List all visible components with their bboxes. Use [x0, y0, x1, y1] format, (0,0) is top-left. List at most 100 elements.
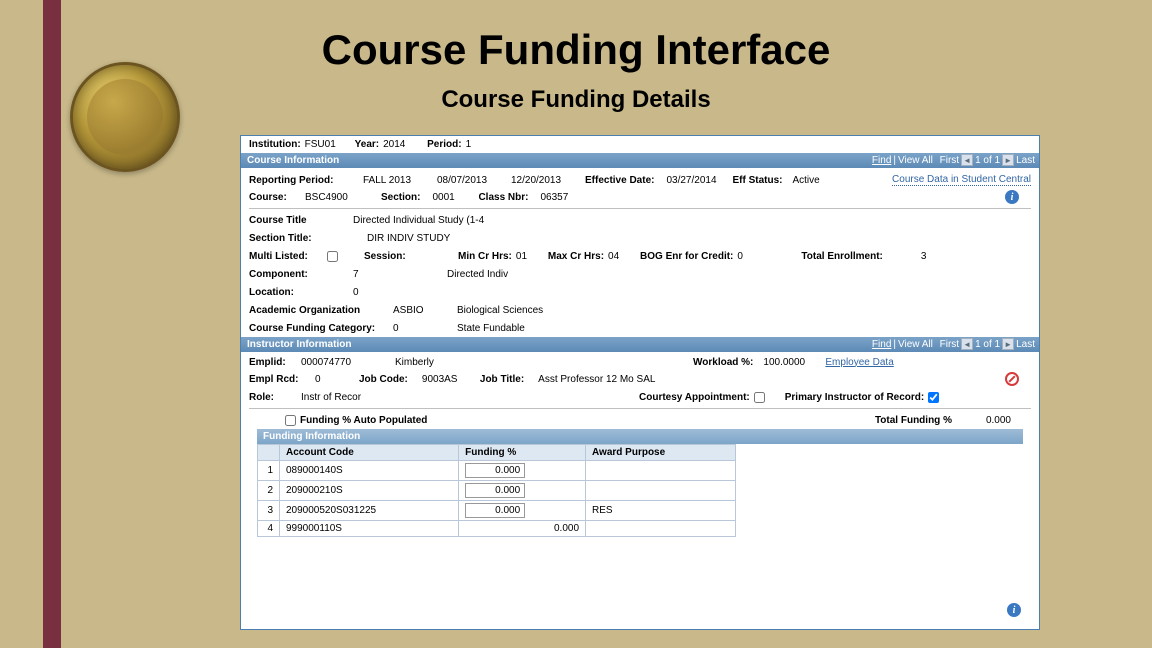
org-code: ASBIO [393, 305, 453, 316]
acct-cell: 089000140S [280, 461, 459, 481]
table-row: 1 089000140S [258, 461, 736, 481]
eff-status-value: Active [786, 175, 819, 186]
role-label: Role: [249, 392, 297, 403]
primary-label: Primary Instructor of Record: [785, 392, 924, 403]
courtesy-label: Courtesy Appointment: [639, 392, 750, 403]
maxcr-label: Max Cr Hrs: [548, 251, 604, 262]
last-text: Last [1016, 155, 1035, 166]
acct-cell: 209000520S031225 [280, 501, 459, 521]
course-info-nav: Find | View All First ◄ 1 of 1 ► Last [872, 154, 1035, 166]
col-award: Award Purpose [586, 445, 736, 461]
course-value: BSC4900 [305, 192, 377, 203]
funding-cat-label: Course Funding Category: [249, 323, 389, 334]
auto-populated-checkbox[interactable] [285, 415, 296, 426]
jobtitle-value: Asst Professor 12 Mo SAL [528, 374, 655, 385]
funding-table: Account Code Funding % Award Purpose 1 0… [257, 444, 736, 537]
viewall-text: View All [898, 339, 933, 350]
record-count: 1 of 1 [975, 155, 1000, 166]
table-row: 3 209000520S031225 RES [258, 501, 736, 521]
totenr-label: Total Enrollment: [801, 251, 882, 262]
multi-listed-checkbox[interactable] [327, 251, 338, 262]
eff-date-value: 03/27/2014 [658, 175, 728, 186]
info-icon[interactable]: i [1007, 603, 1021, 617]
course-title-label: Course Title [249, 215, 349, 226]
course-info-bar-label: Course Information [247, 155, 339, 166]
year-label: Year: [355, 139, 379, 150]
first-text: First [940, 155, 959, 166]
course-title-value: Directed Individual Study (1-4 [353, 215, 484, 226]
find-link[interactable]: Find [872, 155, 891, 166]
employee-data-link[interactable]: Employee Data [825, 357, 893, 368]
funding-pct-input[interactable] [465, 503, 525, 518]
role-value: Instr of Recor [301, 392, 421, 403]
maxcr-value: 04 [608, 251, 636, 262]
date-end: 12/20/2013 [511, 175, 581, 186]
next-arrow-icon[interactable]: ► [1002, 338, 1014, 350]
primary-checkbox[interactable] [928, 392, 939, 403]
funding-pct-cell: 0.000 [459, 521, 586, 537]
find-link[interactable]: Find [872, 339, 891, 350]
bog-label: BOG Enr for Credit: [640, 251, 733, 262]
component-value: Directed Indiv [447, 269, 508, 280]
section-title-value: DIR INDIV STUDY [353, 233, 450, 244]
period-label: Period: [427, 139, 461, 150]
date-start: 08/07/2013 [437, 175, 507, 186]
funding-cat-code: 0 [393, 323, 453, 334]
table-row: 4 999000110S 0.000 [258, 521, 736, 537]
prev-arrow-icon[interactable]: ◄ [961, 338, 973, 350]
next-arrow-icon[interactable]: ► [1002, 154, 1014, 166]
slide-subtitle: Course Funding Details [0, 86, 1152, 114]
multi-listed-label: Multi Listed: [249, 251, 323, 262]
session-label: Session: [364, 251, 454, 262]
funding-pct-input[interactable] [465, 463, 525, 478]
course-label: Course: [249, 192, 301, 203]
col-funding-pct: Funding % [459, 445, 586, 461]
classnbr-value: 06357 [532, 192, 568, 203]
institution-value: FSU01 [305, 139, 351, 150]
reporting-period-label: Reporting Period: [249, 175, 359, 186]
component-code: 7 [353, 269, 443, 280]
total-funding-label: Total Funding % [875, 415, 952, 426]
award-cell [586, 521, 736, 537]
stop-icon [1005, 372, 1019, 386]
instructor-info-bar: Instructor Information Find | View All F… [241, 337, 1039, 352]
acct-cell: 999000110S [280, 521, 459, 537]
award-cell [586, 461, 736, 481]
slide-title: Course Funding Interface [0, 26, 1152, 74]
institution-label: Institution: [249, 139, 301, 150]
viewall-text: View All [898, 155, 933, 166]
header-row: Institution: FSU01 Year: 2014 Period: 1 [241, 136, 1039, 153]
mincr-label: Min Cr Hrs: [458, 251, 512, 262]
component-label: Component: [249, 269, 349, 280]
university-seal [70, 62, 180, 172]
last-text: Last [1016, 339, 1035, 350]
courtesy-checkbox[interactable] [754, 392, 765, 403]
emplid-value: 000074770 [301, 357, 391, 368]
instructor-name: Kimberly [395, 357, 495, 368]
location-label: Location: [249, 287, 349, 298]
totenr-value: 3 [921, 251, 927, 262]
emplrcd-label: Empl Rcd: [249, 374, 311, 385]
jobcode-label: Job Code: [359, 374, 408, 385]
prev-arrow-icon[interactable]: ◄ [961, 154, 973, 166]
col-account: Account Code [280, 445, 459, 461]
funding-pct-input[interactable] [465, 483, 525, 498]
award-cell: RES [586, 501, 736, 521]
award-cell [586, 481, 736, 501]
eff-date-label: Effective Date: [585, 175, 654, 186]
emplid-label: Emplid: [249, 357, 297, 368]
jobcode-value: 9003AS [412, 374, 476, 385]
period-value: 1 [466, 139, 472, 150]
funding-cat-value: State Fundable [457, 323, 525, 334]
info-icon[interactable]: i [1005, 190, 1019, 204]
eff-status-label: Eff Status: [732, 175, 782, 186]
acct-cell: 209000210S [280, 481, 459, 501]
total-funding-value: 0.000 [986, 415, 1011, 426]
instructor-nav: Find | View All First ◄ 1 of 1 ► Last [872, 338, 1035, 350]
mincr-value: 01 [516, 251, 544, 262]
course-data-sc-link[interactable]: Course Data in Student Central [892, 174, 1031, 186]
course-funding-panel: Institution: FSU01 Year: 2014 Period: 1 … [240, 135, 1040, 630]
course-info-bar: Course Information Find | View All First… [241, 153, 1039, 168]
section-title-label: Section Title: [249, 233, 349, 244]
section-value: 0001 [424, 192, 474, 203]
